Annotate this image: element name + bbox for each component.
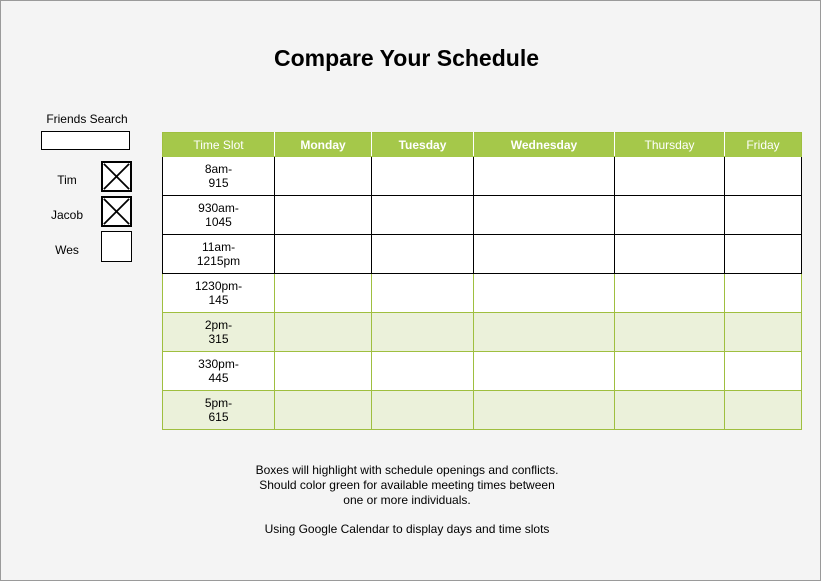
schedule-cell[interactable] (724, 195, 802, 235)
schedule-cell[interactable] (614, 195, 725, 235)
schedule-cell[interactable] (371, 390, 474, 430)
schedule-cell[interactable] (473, 273, 615, 313)
schedule-cell[interactable] (274, 195, 372, 235)
column-header-friday: Friday (724, 132, 802, 157)
page-title: Compare Your Schedule (274, 45, 539, 71)
note-line: Boxes will highlight with schedule openi… (255, 463, 559, 477)
schedule-cell[interactable] (371, 273, 474, 313)
note-line: one or more individuals. (343, 493, 471, 507)
schedule-cell[interactable] (473, 351, 615, 391)
schedule-cell[interactable] (724, 351, 802, 391)
schedule-cell[interactable] (274, 351, 372, 391)
schedule-cell[interactable] (371, 156, 474, 196)
time-slot-label: 5pm- 615 (162, 390, 275, 430)
schedule-row: 8am- 915 (162, 156, 802, 196)
schedule-cell[interactable] (614, 273, 725, 313)
schedule-row: 1230pm- 145 (162, 273, 802, 313)
schedule-cell[interactable] (724, 390, 802, 430)
schedule-cell[interactable] (614, 312, 725, 352)
column-header-monday: Monday (274, 132, 372, 157)
time-slot-label: 11am- 1215pm (162, 234, 275, 274)
time-slot-label: 8am- 915 (162, 156, 275, 196)
x-mark-icon (103, 198, 130, 225)
schedule-cell[interactable] (614, 390, 725, 430)
schedule-cell[interactable] (371, 195, 474, 235)
schedule-row: 2pm- 315 (162, 312, 802, 352)
schedule-cell[interactable] (473, 390, 615, 430)
schedule-cell[interactable] (724, 156, 802, 196)
schedule-table: Time Slot Monday Tuesday Wednesday Thurs… (162, 132, 802, 430)
schedule-cell[interactable] (724, 234, 802, 274)
schedule-cell[interactable] (371, 312, 474, 352)
schedule-cell[interactable] (274, 156, 372, 196)
schedule-cell[interactable] (371, 351, 474, 391)
schedule-cell[interactable] (274, 234, 372, 274)
schedule-cell[interactable] (473, 312, 615, 352)
friend-checkbox[interactable] (101, 231, 132, 262)
schedule-row: 930am- 1045 (162, 195, 802, 235)
schedule-cell[interactable] (274, 273, 372, 313)
schedule-cell[interactable] (614, 351, 725, 391)
note-line: Using Google Calendar to display days an… (264, 522, 550, 536)
time-slot-label: 1230pm- 145 (162, 273, 275, 313)
friend-name: Jacob (50, 208, 84, 222)
column-header-time-slot: Time Slot (162, 132, 275, 157)
friends-search-label: Friends Search (46, 112, 128, 126)
column-header-tuesday: Tuesday (371, 132, 474, 157)
schedule-header-row: Time Slot Monday Tuesday Wednesday Thurs… (162, 132, 802, 157)
schedule-cell[interactable] (274, 390, 372, 430)
schedule-row: 11am- 1215pm (162, 234, 802, 274)
column-header-wednesday: Wednesday (473, 132, 615, 157)
friend-name: Wes (55, 243, 79, 257)
schedule-row: 330pm- 445 (162, 351, 802, 391)
time-slot-label: 330pm- 445 (162, 351, 275, 391)
schedule-cell[interactable] (371, 234, 474, 274)
schedule-cell[interactable] (473, 156, 615, 196)
friends-search-input[interactable] (41, 131, 130, 150)
schedule-row: 5pm- 615 (162, 390, 802, 430)
schedule-cell[interactable] (614, 234, 725, 274)
time-slot-label: 2pm- 315 (162, 312, 275, 352)
schedule-cell[interactable] (724, 312, 802, 352)
friend-checkbox[interactable] (101, 196, 132, 227)
note-line: Should color green for available meeting… (259, 478, 555, 492)
friend-name: Tim (57, 173, 77, 187)
x-mark-icon (103, 163, 130, 190)
schedule-cell[interactable] (274, 312, 372, 352)
schedule-cell[interactable] (473, 234, 615, 274)
schedule-cell[interactable] (614, 156, 725, 196)
column-header-thursday: Thursday (614, 132, 725, 157)
schedule-cell[interactable] (724, 273, 802, 313)
schedule-cell[interactable] (473, 195, 615, 235)
friend-checkbox[interactable] (101, 161, 132, 192)
time-slot-label: 930am- 1045 (162, 195, 275, 235)
